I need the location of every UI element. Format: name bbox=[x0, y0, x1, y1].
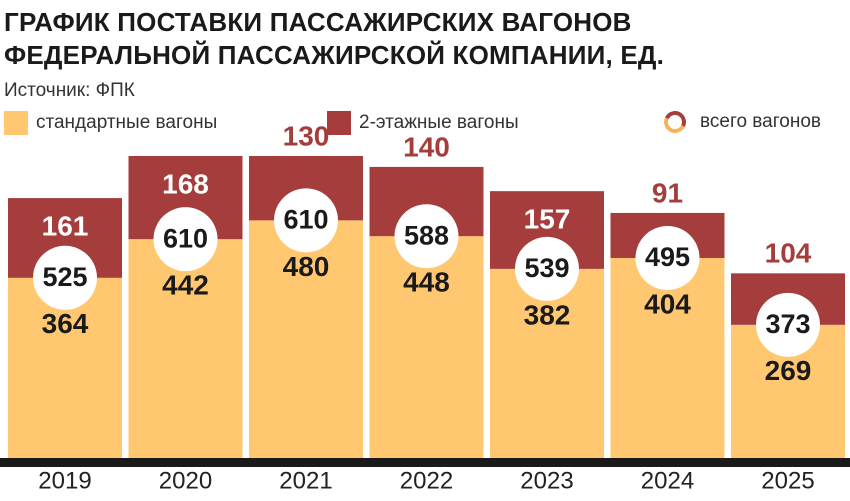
legend-swatch-double bbox=[327, 111, 351, 135]
bar-segment-standard-2024 bbox=[610, 257, 725, 458]
data-label-double-2024: 91 bbox=[652, 177, 683, 208]
chart-title-line-2: ФЕДЕРАЛЬНОЙ ПАССАЖИРСКОЙ КОМПАНИИ, ЕД. bbox=[4, 40, 665, 70]
data-label-double-2021: 130 bbox=[283, 120, 330, 151]
legend-swatch-standard bbox=[4, 111, 28, 135]
total-badge-2022 bbox=[394, 204, 459, 269]
x-tick-label-2024: 2024 bbox=[641, 467, 694, 494]
x-tick-label-2025: 2025 bbox=[761, 467, 814, 494]
data-label-total-2021: 610 bbox=[283, 204, 328, 234]
data-label-standard-2020: 442 bbox=[162, 270, 209, 301]
legend-label-total: всего вагонов bbox=[700, 111, 821, 132]
x-tick-label-2023: 2023 bbox=[520, 467, 573, 494]
data-label-total-2025: 373 bbox=[765, 309, 810, 339]
data-label-total-2020: 610 bbox=[163, 223, 208, 253]
data-label-double-2025: 104 bbox=[765, 238, 812, 269]
data-label-double-2022: 140 bbox=[403, 131, 450, 162]
x-tick-label-2021: 2021 bbox=[279, 467, 332, 494]
legend-label-double: 2-этажные вагоны bbox=[359, 112, 519, 133]
total-badge-2023 bbox=[515, 236, 579, 301]
x-tick-label-2019: 2019 bbox=[38, 467, 91, 494]
data-label-total-2022: 588 bbox=[404, 220, 449, 250]
total-badge-2021 bbox=[274, 188, 338, 253]
data-label-standard-2019: 364 bbox=[42, 308, 89, 339]
total-badge-2019 bbox=[33, 245, 97, 310]
data-label-double-2020: 168 bbox=[162, 168, 209, 199]
legend-item-total: всего вагонов bbox=[660, 107, 821, 137]
total-badge-2025 bbox=[756, 292, 820, 357]
total-badge-2020 bbox=[153, 207, 218, 272]
x-axis-baseline bbox=[0, 458, 850, 467]
x-tick-label-2022: 2022 bbox=[400, 467, 453, 494]
data-label-total-2024: 495 bbox=[645, 242, 690, 272]
legend-item-double: 2-этажные вагоны bbox=[327, 111, 519, 135]
x-tick-label-2020: 2020 bbox=[159, 467, 212, 494]
chart-title: ГРАФИК ПОСТАВКИ ПАССАЖИРСКИХ ВАГОНОВ ФЕД… bbox=[4, 6, 664, 72]
chart-title-line-1: ГРАФИК ПОСТАВКИ ПАССАЖИРСКИХ ВАГОНОВ bbox=[4, 7, 632, 37]
data-label-total-2023: 539 bbox=[524, 253, 569, 283]
bar-segment-standard-2022 bbox=[369, 236, 484, 458]
data-label-standard-2025: 269 bbox=[765, 355, 812, 386]
bar-segment-standard-2020 bbox=[128, 239, 243, 458]
legend-item-standard: стандартные вагоны bbox=[4, 111, 217, 135]
data-label-standard-2022: 448 bbox=[403, 267, 450, 298]
source-note: Источник: ФПК bbox=[4, 80, 135, 101]
legend-label-standard: стандартные вагоны bbox=[36, 112, 218, 133]
data-label-standard-2024: 404 bbox=[644, 288, 691, 319]
data-label-double-2023: 157 bbox=[524, 204, 571, 235]
data-label-standard-2023: 382 bbox=[524, 299, 571, 330]
data-label-double-2019: 161 bbox=[42, 210, 89, 241]
total-badge-2024 bbox=[635, 225, 700, 290]
bar-segment-standard-2021 bbox=[249, 220, 363, 458]
data-label-total-2019: 525 bbox=[42, 262, 87, 292]
data-label-standard-2021: 480 bbox=[283, 251, 330, 282]
